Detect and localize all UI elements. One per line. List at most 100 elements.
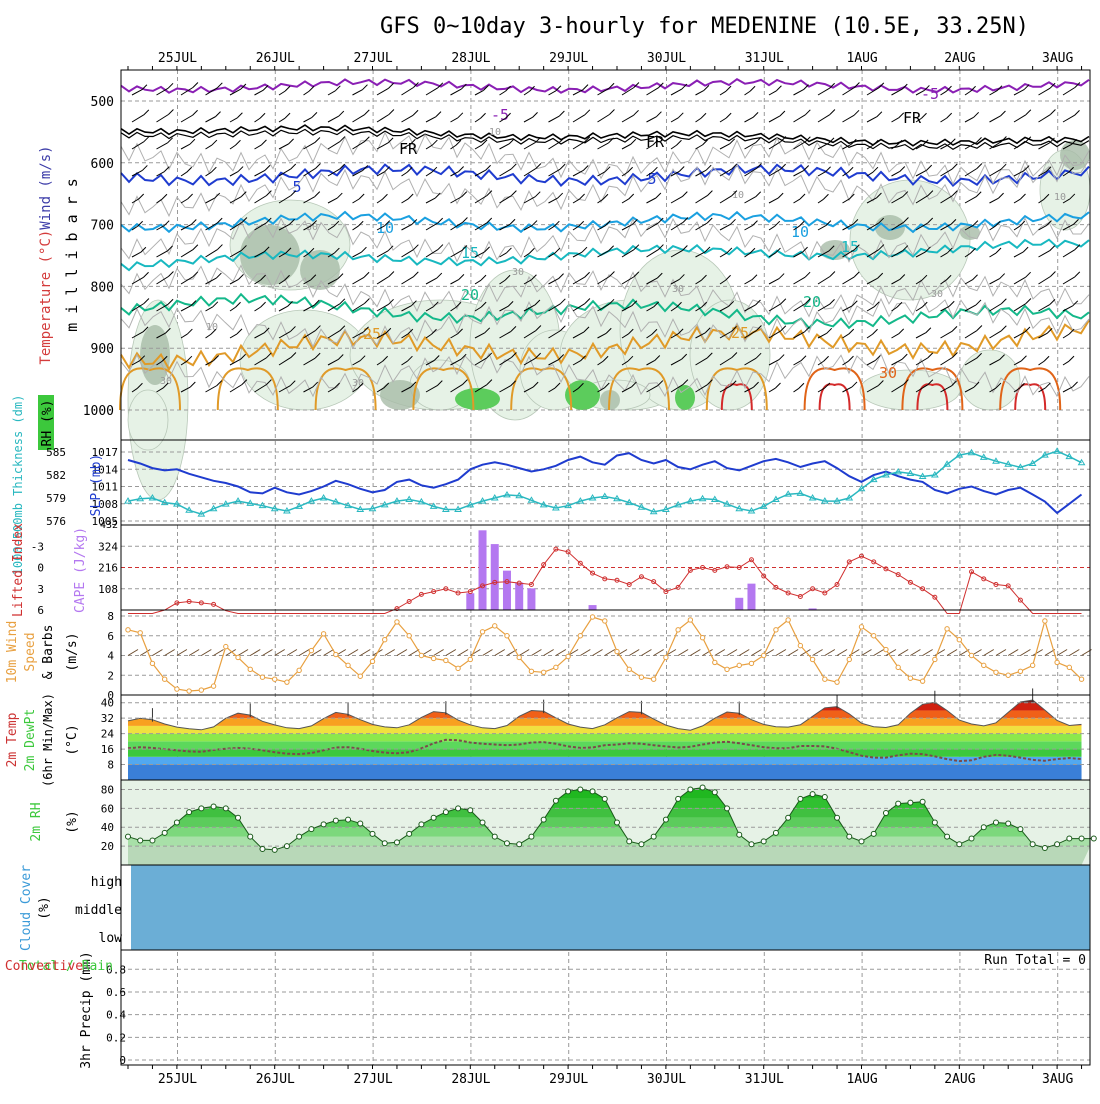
wind-speed-point (333, 651, 339, 658)
wind-barb (1038, 142, 1050, 150)
wind-barb-flag (411, 300, 417, 307)
wind-barb-flag (410, 138, 416, 145)
wind-barb (719, 117, 727, 123)
wind-barb-flag (431, 139, 438, 146)
wind-barb (450, 88, 462, 96)
wind-barb (842, 143, 852, 150)
wind-barb-flag (828, 245, 835, 252)
rh-point (479, 819, 486, 826)
wind-barb-flag (926, 164, 933, 171)
wind-barb-flag (1069, 193, 1076, 200)
wind-barb (278, 385, 291, 393)
rh-point (724, 805, 731, 812)
wind-barb-flag (1021, 355, 1027, 362)
rh-point (442, 809, 449, 816)
wind-barb-flag (508, 138, 515, 145)
wind-barb-flag (874, 355, 881, 361)
wind-barbs (131, 82, 1081, 393)
ylabel-rh2m-unit: (%) (65, 810, 80, 833)
wind-barb (548, 387, 556, 393)
wind-barb (695, 144, 703, 150)
lifted-index-point (626, 582, 632, 587)
wind-barb (548, 252, 556, 258)
wind-barb-flag (505, 112, 511, 119)
thickness-point (527, 496, 536, 503)
wind-barb-10m (653, 649, 664, 656)
wind-barb (352, 198, 360, 204)
wind-barb-flag (455, 301, 462, 308)
wind-barb-flag (1000, 163, 1007, 170)
wind-barb (376, 87, 389, 96)
wind-barb-flag (731, 326, 737, 332)
wind-barb-flag (657, 82, 664, 89)
wind-barb-flag (337, 354, 344, 360)
wind-barb (964, 252, 971, 258)
wind-barb-flag (486, 379, 493, 386)
date-label-top: 30JUL (647, 51, 686, 66)
wind-barb-flag (749, 85, 756, 92)
wind-barb (621, 87, 635, 96)
wind-barb (180, 224, 192, 231)
wind-barb-flag (216, 82, 223, 89)
wind-barb (793, 114, 806, 123)
wind-barb (303, 357, 316, 366)
wind-barb-flag (656, 272, 663, 279)
wind-barb-flag (264, 164, 271, 171)
wind-barb (229, 250, 242, 258)
wind-barb (376, 198, 383, 204)
wind-speed-point (602, 618, 608, 624)
contour-label: 25 (363, 325, 381, 343)
temp-band (128, 756, 1082, 765)
wind-barb (866, 306, 875, 312)
wind-barb-flag (507, 300, 514, 307)
wind-barb-10m (249, 649, 261, 656)
wind-barb-10m (580, 649, 591, 656)
lifted-index-point (614, 577, 620, 583)
wind-barb-flag (706, 352, 713, 359)
wind-barb (376, 250, 389, 258)
wind-barb-flag (337, 273, 344, 279)
wind-barb (989, 278, 1000, 285)
cloud-ylabel-group: Cloud Cover (%) (19, 865, 52, 951)
wind-barb (450, 384, 463, 393)
wind-barb (523, 196, 536, 204)
wind-barb-10m (445, 649, 457, 656)
wind-barb (817, 171, 826, 177)
wind-barb-flag (535, 352, 541, 359)
wind-barb-flag (627, 355, 634, 362)
boundary-temperature-contour (803, 367, 866, 411)
wind-barb (842, 276, 855, 285)
wind-barb (597, 87, 610, 96)
lifted-index-point (724, 564, 730, 570)
cape-bar (747, 583, 756, 610)
contour-label: 30 (512, 267, 524, 278)
wind-barb (205, 197, 215, 204)
wind-barb (940, 279, 947, 285)
wind-barb-flag (167, 82, 174, 89)
slp-tick-label: 1011 (92, 481, 119, 494)
wind-barb (964, 330, 978, 339)
ylabel-slp: SLP (mb) (89, 454, 104, 517)
wind-barb-flag (633, 109, 639, 116)
wind-barb (450, 278, 460, 285)
wind-barb-flag (1072, 300, 1079, 307)
wind-barb-flag (976, 325, 983, 331)
wind-barb-10m (237, 649, 249, 656)
wind-barb (376, 303, 389, 312)
wind-barb-flag (363, 109, 370, 116)
thickness-point (784, 490, 793, 497)
rh-band (128, 836, 1090, 847)
boundary-temperature-contour (901, 367, 964, 411)
boundary-temperature-contour (999, 367, 1062, 411)
wind-barb (156, 332, 166, 339)
date-label-top: 27JUL (354, 51, 393, 66)
wind-barb (940, 195, 953, 204)
contour-label: 30 (352, 378, 364, 389)
wind-barb (719, 223, 731, 231)
wind-barb-10m (188, 649, 200, 656)
wind-barb-flag (608, 245, 614, 252)
wind-barb-flag (778, 273, 785, 279)
wind-barb-flag (628, 193, 635, 200)
wind-speed-point (443, 657, 449, 664)
